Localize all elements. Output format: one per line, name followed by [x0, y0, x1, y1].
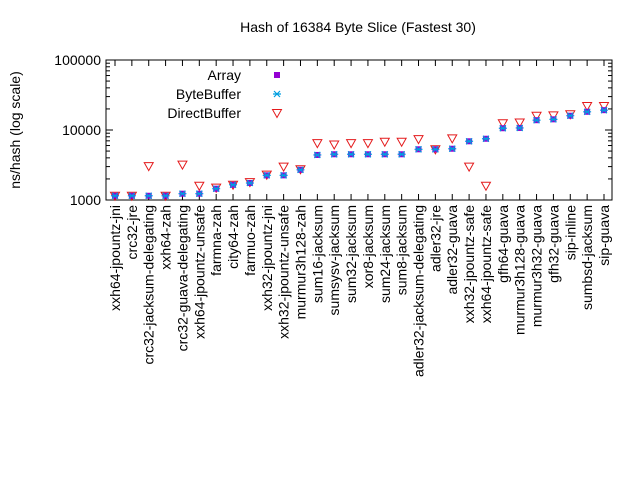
point-directbuffer [278, 162, 289, 173]
point-bytebuffer [481, 135, 490, 143]
point-directbuffer [193, 181, 205, 192]
x-tick-label: murmur3h128-zah [292, 205, 308, 319]
x-tick-label: gfh32-guava [545, 205, 561, 283]
point-directbuffer [345, 139, 357, 149]
x-tick-label: farmuo-zah [242, 205, 258, 276]
x-tick-label: crc32-jre [124, 205, 140, 260]
y-axis-label: ns/hash (log scale) [7, 71, 23, 189]
legend-label: Array [208, 67, 241, 83]
point-bytebuffer [178, 190, 187, 198]
point-bytebuffer [279, 171, 288, 179]
y-tick-label: 1000 [70, 192, 101, 208]
x-tick-label: adler32-jre [427, 205, 443, 272]
point-bytebuffer [144, 192, 153, 200]
chart-title: Hash of 16384 Byte Slice (Fastest 30) [240, 19, 476, 35]
point-directbuffer [328, 140, 340, 151]
x-tick-label: sumsysv-jacksum [326, 205, 342, 315]
x-tick-label: xxh64-jpountz-safe [478, 205, 494, 324]
point-bytebuffer [448, 145, 457, 153]
x-tick-label: xxh32-jpountz-jni [259, 205, 275, 311]
legend-label: ByteBuffer [176, 86, 241, 102]
point-directbuffer [413, 135, 424, 145]
point-bytebuffer [600, 106, 608, 114]
point-bytebuffer [296, 166, 305, 174]
point-bytebuffer [363, 150, 372, 158]
x-tick-label: murmur3h128-guava [512, 205, 528, 335]
point-bytebuffer [414, 145, 423, 153]
x-tick-label: sum32-jacksum [343, 205, 359, 303]
point-bytebuffer [583, 108, 592, 116]
point-directbuffer [311, 139, 323, 149]
x-tick-label: xxh32-jpountz-safe [461, 205, 477, 324]
point-directbuffer [497, 119, 509, 129]
legend-marker-array [274, 72, 280, 78]
x-tick-label: adler32-jacksum-delegating [411, 205, 427, 377]
point-directbuffer [463, 162, 475, 173]
point-directbuffer [362, 139, 374, 149]
point-directbuffer [598, 102, 610, 112]
x-tick-label: xxh64-zah [158, 205, 174, 270]
legend-marker-bytebuffer [273, 90, 281, 98]
x-ticks: xxh64-jpountz-jni crc32-jre crc32-jacksum-… [107, 60, 612, 377]
x-tick-label: farmna-zah [208, 205, 224, 276]
y-ticks: 1000 10000 100000 [54, 52, 612, 208]
x-tick-label: crc32-jacksum-delegating [141, 205, 157, 365]
x-tick-label: sip-inline [562, 205, 578, 260]
point-directbuffer [531, 111, 542, 122]
x-tick-label: city64-zah [225, 205, 241, 269]
y-tick-label: 100000 [54, 52, 101, 68]
point-bytebuffer [330, 150, 339, 158]
point-bytebuffer [498, 124, 507, 132]
point-directbuffer [581, 102, 593, 112]
legend: Array ByteBuffer DirectBuffer [167, 67, 283, 121]
x-tick-label: murmur3h32-guava [529, 205, 545, 327]
x-tick-label: crc32-guava-delegating [174, 205, 190, 351]
legend-label: DirectBuffer [167, 105, 241, 121]
point-bytebuffer [195, 190, 204, 198]
point-bytebuffer [127, 192, 136, 200]
point-bytebuffer [212, 185, 221, 193]
legend-marker-directbuffer [271, 109, 283, 119]
x-tick-label: sip-guava [596, 205, 612, 266]
point-directbuffer [379, 137, 391, 148]
point-bytebuffer [549, 115, 558, 123]
point-bytebuffer [245, 179, 254, 187]
x-tick-label: sum8-jacksum [394, 205, 410, 295]
point-bytebuffer [313, 151, 322, 159]
x-tick-label: xor8-jacksum [360, 205, 376, 288]
point-directbuffer [446, 134, 458, 144]
point-bytebuffer [229, 181, 238, 189]
x-tick-label: sum24-jacksum [377, 205, 393, 303]
point-directbuffer [514, 118, 526, 129]
point-directbuffer [548, 111, 559, 121]
point-directbuffer [177, 160, 188, 171]
x-tick-label: sumbsd-jacksum [579, 205, 595, 310]
point-directbuffer [143, 162, 155, 172]
point-bytebuffer [465, 137, 474, 145]
point-bytebuffer [262, 171, 271, 179]
plot-frame [105, 59, 613, 201]
point-bytebuffer [515, 124, 524, 132]
x-tick-label: xxh64-jpountz-jni [107, 205, 123, 311]
x-tick-label: xxh32-jpountz-unsafe [276, 205, 292, 339]
x-tick-label: sum16-jacksum [309, 205, 325, 303]
point-directbuffer [396, 137, 408, 148]
point-bytebuffer [380, 150, 389, 158]
point-bytebuffer [532, 116, 541, 124]
point-bytebuffer [431, 145, 440, 153]
point-bytebuffer [566, 112, 575, 120]
y-tick-label: 10000 [62, 122, 101, 138]
point-bytebuffer [111, 192, 119, 200]
data-points [109, 102, 610, 202]
x-tick-label: adler32-guava [444, 205, 460, 295]
x-tick-label: gfh64-guava [495, 205, 511, 283]
point-directbuffer [480, 181, 492, 192]
point-bytebuffer [161, 192, 170, 200]
point-bytebuffer [397, 150, 406, 158]
x-tick-label: xxh64-jpountz-unsafe [191, 205, 207, 339]
point-bytebuffer [347, 150, 356, 158]
